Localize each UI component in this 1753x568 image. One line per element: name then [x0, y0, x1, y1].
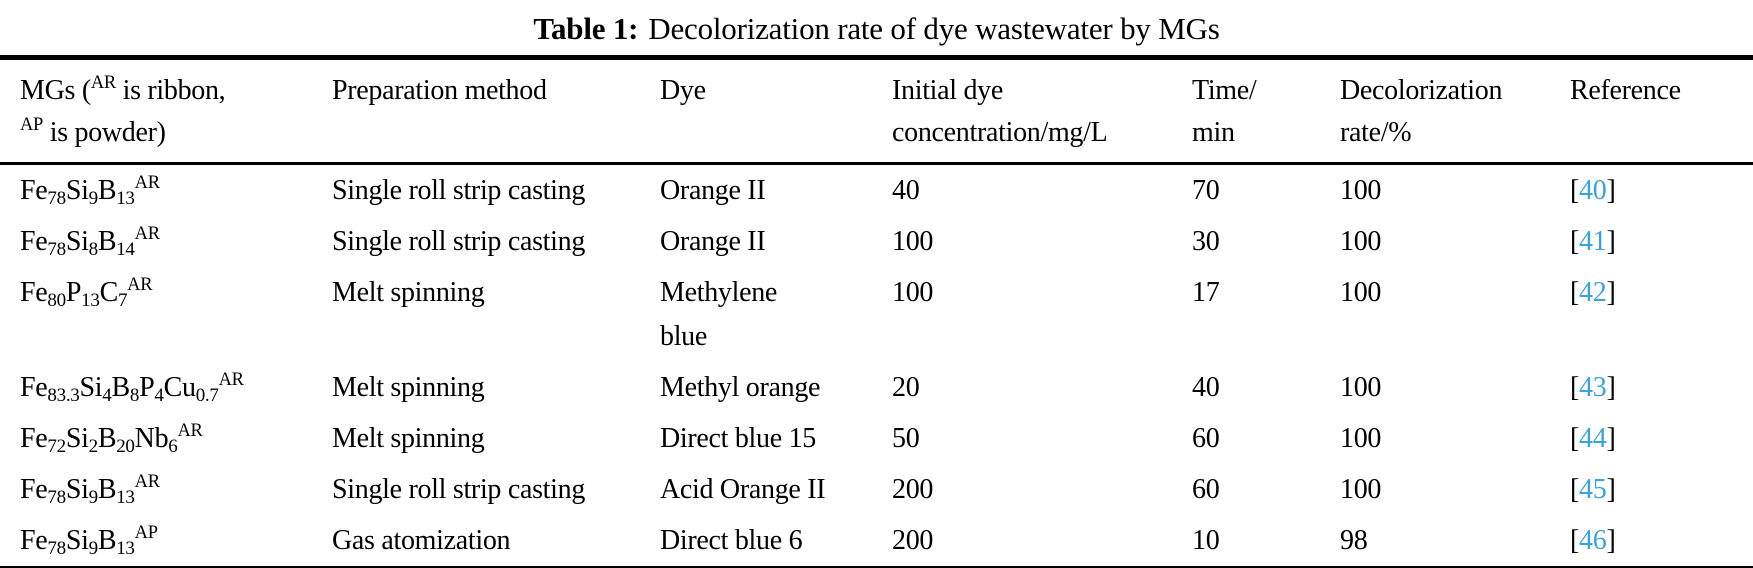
- cell-dye: Methylene blue: [660, 277, 778, 352]
- cell-prep: Melt spinning: [332, 423, 485, 454]
- reference-bracket-open: [: [1570, 474, 1580, 505]
- data-table: MGs (AR is ribbon, AP is powder) Preparati…: [0, 55, 1753, 568]
- cell-dye: Direct blue 15: [660, 423, 816, 454]
- table-header: MGs (AR is ribbon, AP is powder) Preparati…: [0, 57, 1753, 165]
- column-header-conc: Initial dye concentration/mg/L: [892, 57, 1192, 165]
- cell-rate: 100: [1340, 175, 1382, 206]
- reference-link[interactable]: 46: [1579, 525, 1607, 556]
- column-header-mg: MGs (AR is ribbon, AP is powder): [0, 57, 332, 165]
- cell-rate: 100: [1340, 372, 1382, 403]
- reference-bracket-close: ]: [1606, 175, 1616, 206]
- column-header-time: Time/min: [1192, 57, 1340, 165]
- table-row: Fe78Si9B13AR Single roll strip casting Ora…: [0, 164, 1753, 217]
- reference-bracket-close: ]: [1606, 525, 1616, 556]
- table-number-label: Table 1:: [533, 11, 639, 46]
- cell-ref: [41]: [1570, 216, 1753, 267]
- cell-prep: Melt spinning: [332, 372, 485, 403]
- column-header-rate: Decolorization rate/%: [1340, 57, 1570, 165]
- cell-time: 17: [1192, 277, 1220, 308]
- table-body: Fe78Si9B13AR Single roll strip casting Ora…: [0, 164, 1753, 568]
- cell-ref: [44]: [1570, 413, 1753, 464]
- header-row: MGs (AR is ribbon, AP is powder) Preparati…: [0, 57, 1753, 165]
- cell-prep: Single roll strip casting: [332, 226, 586, 257]
- reference-link[interactable]: 42: [1579, 277, 1607, 308]
- cell-time: 60: [1192, 423, 1220, 454]
- cell-time: 70: [1192, 175, 1220, 206]
- cell-ref: [42]: [1570, 267, 1753, 362]
- reference-link[interactable]: 45: [1579, 474, 1607, 505]
- cell-time: 60: [1192, 474, 1220, 505]
- table-row: Fe78Si9B13AP Gas atomization Direct blue 6…: [0, 515, 1753, 568]
- reference-link[interactable]: 40: [1579, 175, 1607, 206]
- cell-time: 40: [1192, 372, 1220, 403]
- reference-bracket-close: ]: [1606, 423, 1616, 454]
- cell-ref: [45]: [1570, 464, 1753, 515]
- column-header-ref: Reference: [1570, 57, 1753, 165]
- cell-prep: Single roll strip casting: [332, 474, 586, 505]
- reference-bracket-open: [: [1570, 423, 1580, 454]
- table-row: Fe78Si8B14AR Single roll strip casting Ora…: [0, 216, 1753, 267]
- cell-conc: 100: [892, 226, 934, 257]
- column-header-prep: Preparation method: [332, 57, 660, 165]
- cell-dye: Direct blue 6: [660, 525, 803, 556]
- table-row: Fe72Si2B20Nb6AR Melt spinning Direct blue …: [0, 413, 1753, 464]
- cell-mg: Fe78Si9B13AR: [20, 470, 160, 509]
- cell-prep: Gas atomization: [332, 525, 511, 556]
- cell-mg: Fe78Si9B13AP: [20, 521, 158, 560]
- reference-bracket-close: ]: [1606, 226, 1616, 257]
- cell-mg: Fe78Si8B14AR: [20, 222, 160, 261]
- cell-ref: [46]: [1570, 515, 1753, 568]
- cell-rate: 98: [1340, 525, 1368, 556]
- reference-bracket-open: [: [1570, 175, 1580, 206]
- cell-conc: 200: [892, 525, 934, 556]
- cell-rate: 100: [1340, 277, 1382, 308]
- cell-ref: [43]: [1570, 362, 1753, 413]
- cell-rate: 100: [1340, 474, 1382, 505]
- reference-bracket-close: ]: [1606, 474, 1616, 505]
- reference-bracket-open: [: [1570, 525, 1580, 556]
- table-row: Fe83.3Si4B8P4Cu0.7AR Melt spinning Methyl …: [0, 362, 1753, 413]
- cell-dye: Orange II: [660, 175, 766, 206]
- table-title: Table 1: Decolorization rate of dye waste…: [0, 7, 1753, 51]
- reference-bracket-close: ]: [1606, 277, 1616, 308]
- table-row: Fe78Si9B13AR Single roll strip casting Aci…: [0, 464, 1753, 515]
- reference-bracket-open: [: [1570, 277, 1580, 308]
- cell-conc: 50: [892, 423, 920, 454]
- cell-mg: Fe80P13C7AR: [20, 273, 153, 312]
- cell-dye: Orange II: [660, 226, 766, 257]
- cell-dye: Acid Orange II: [660, 474, 826, 505]
- cell-dye: Methyl orange: [660, 372, 821, 403]
- reference-bracket-open: [: [1570, 226, 1580, 257]
- cell-prep: Single roll strip casting: [332, 175, 586, 206]
- cell-conc: 40: [892, 175, 920, 206]
- reference-link[interactable]: 43: [1579, 372, 1607, 403]
- cell-mg: Fe83.3Si4B8P4Cu0.7AR: [20, 368, 244, 407]
- cell-rate: 100: [1340, 226, 1382, 257]
- reference-link[interactable]: 41: [1579, 226, 1607, 257]
- cell-mg: Fe72Si2B20Nb6AR: [20, 419, 203, 458]
- table-row: Fe80P13C7AR Melt spinning Methylene blue 100…: [0, 267, 1753, 362]
- cell-time: 10: [1192, 525, 1220, 556]
- cell-ref: [40]: [1570, 164, 1753, 217]
- cell-mg: Fe78Si9B13AR: [20, 171, 160, 210]
- cell-conc: 200: [892, 474, 934, 505]
- reference-bracket-close: ]: [1606, 372, 1616, 403]
- reference-link[interactable]: 44: [1579, 423, 1607, 454]
- column-header-dye: Dye: [660, 57, 892, 165]
- table-caption: Decolorization rate of dye wastewater by…: [648, 11, 1220, 46]
- cell-prep: Melt spinning: [332, 277, 485, 308]
- reference-bracket-open: [: [1570, 372, 1580, 403]
- cell-rate: 100: [1340, 423, 1382, 454]
- cell-conc: 100: [892, 277, 934, 308]
- cell-time: 30: [1192, 226, 1220, 257]
- cell-conc: 20: [892, 372, 920, 403]
